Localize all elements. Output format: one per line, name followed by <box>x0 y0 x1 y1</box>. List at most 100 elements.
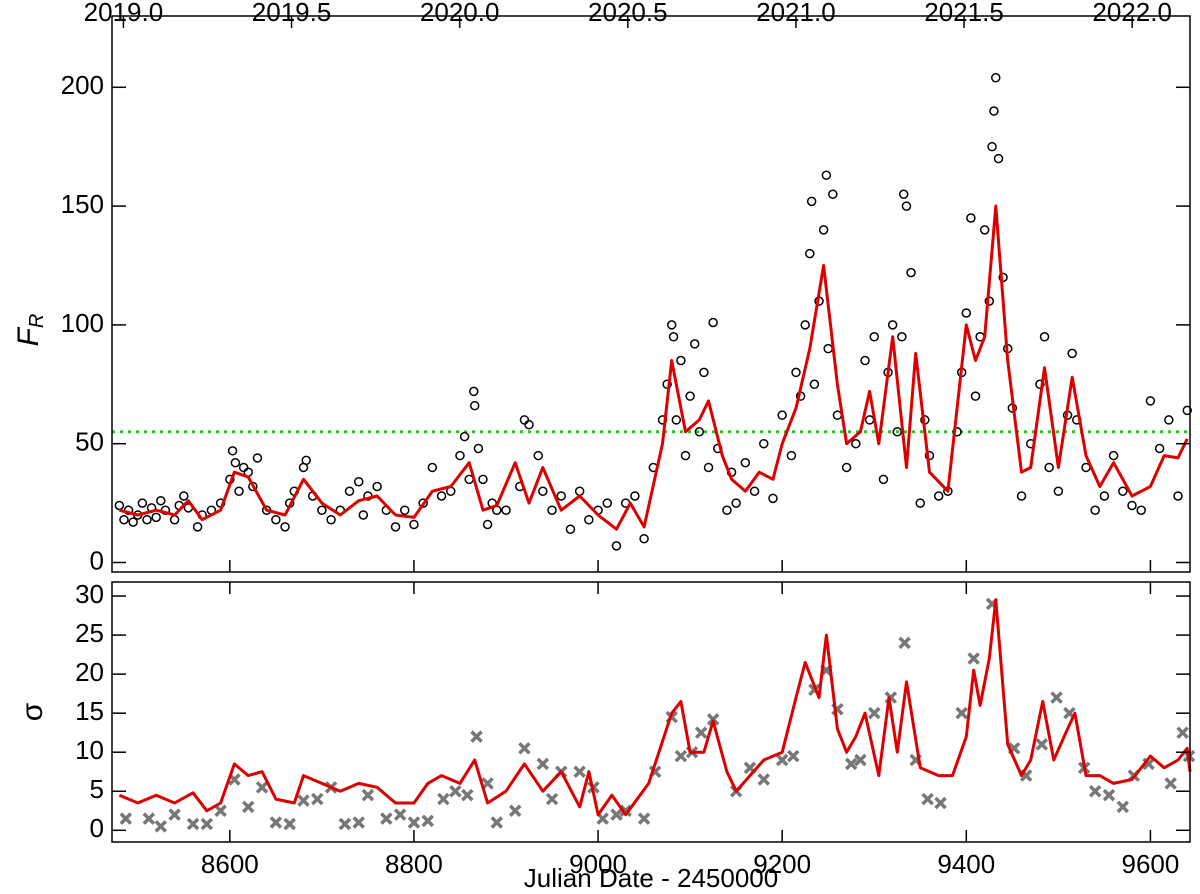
data-point <box>731 498 741 508</box>
data-point <box>137 498 148 508</box>
y-tick-label: 20 <box>75 657 104 687</box>
cross-marker <box>437 792 450 806</box>
cross-marker <box>449 785 462 798</box>
data-point <box>1099 491 1110 501</box>
data-point <box>979 225 990 235</box>
cross-marker <box>421 814 434 828</box>
data-point <box>1044 462 1054 473</box>
data-point <box>689 339 700 349</box>
data-point <box>524 419 534 430</box>
x-tick-label: 9200 <box>753 849 811 879</box>
cross-marker <box>214 804 227 818</box>
data-point <box>390 522 401 532</box>
cross-marker <box>775 753 789 767</box>
x-tick-label: 9600 <box>1121 849 1179 879</box>
data-point <box>970 391 981 401</box>
data-point <box>1067 348 1077 359</box>
data-point <box>898 189 909 199</box>
data-point <box>998 272 1008 283</box>
cross-marker <box>706 713 720 726</box>
data-point <box>806 196 817 207</box>
data-point <box>128 517 138 527</box>
data-point <box>418 498 428 508</box>
data-point <box>828 189 838 199</box>
data-point <box>192 522 203 532</box>
data-point <box>989 106 999 116</box>
data-point <box>556 491 566 501</box>
data-point <box>708 317 718 328</box>
data-point <box>864 415 875 425</box>
data-point <box>358 510 369 520</box>
data-point <box>565 524 576 534</box>
y-tick-label: 0 <box>90 545 104 575</box>
data-point <box>344 486 355 496</box>
x-axis-title: Julian Date - 2450000 <box>524 863 778 893</box>
data-point <box>666 320 677 330</box>
y-tick-label: 15 <box>75 696 104 726</box>
data-point <box>473 443 484 454</box>
data-point <box>156 495 166 506</box>
cross-marker <box>1116 800 1130 814</box>
x-tick-label: 8800 <box>385 849 443 879</box>
cross-marker <box>142 812 156 825</box>
data-point <box>869 332 879 342</box>
cross-marker <box>786 749 800 763</box>
cross-marker <box>844 757 858 771</box>
data-point <box>1035 379 1045 390</box>
data-point <box>469 400 480 411</box>
y-tick-label: 5 <box>90 774 104 804</box>
data-point <box>1164 415 1174 425</box>
data-point <box>933 491 944 501</box>
data-point <box>179 491 189 501</box>
data-point <box>227 446 238 456</box>
data-point <box>1108 450 1119 461</box>
data-point <box>878 474 889 485</box>
plot-frame <box>111 15 1191 573</box>
cross-marker <box>921 792 934 806</box>
data-point <box>584 514 594 525</box>
data-point <box>915 498 926 508</box>
data-point <box>602 498 613 508</box>
cross-marker <box>573 765 586 778</box>
cross-marker <box>674 749 688 763</box>
smoothed-line <box>118 598 1192 817</box>
cross-marker <box>269 816 283 829</box>
data-point <box>230 457 241 468</box>
data-point <box>1136 505 1146 515</box>
top-x-tick-label: 2020.0 <box>420 0 500 27</box>
cross-marker <box>200 817 214 831</box>
y-tick-label: 10 <box>75 735 104 765</box>
data-point <box>987 141 997 152</box>
data-point <box>906 267 916 278</box>
cross-marker <box>1050 691 1063 704</box>
data-point <box>252 453 263 463</box>
data-point <box>818 225 829 235</box>
y-axis-title-main: F <box>12 326 45 346</box>
data-point <box>469 386 479 397</box>
data-point <box>119 514 129 525</box>
cross-marker <box>955 706 968 720</box>
data-point <box>993 153 1004 164</box>
cross-marker <box>407 816 421 829</box>
data-point <box>114 500 125 511</box>
data-point <box>169 514 180 525</box>
data-point <box>671 415 682 425</box>
data-point <box>791 367 801 378</box>
y-tick-label: 200 <box>61 70 104 100</box>
data-point <box>501 505 511 515</box>
data-point <box>630 491 640 501</box>
data-point <box>353 476 364 487</box>
cross-marker <box>854 753 867 767</box>
data-point <box>455 450 465 461</box>
data-point <box>1145 396 1156 406</box>
y-axis-title: FR <box>12 314 48 347</box>
data-point <box>668 332 679 342</box>
top-x-tick-label: 2020.5 <box>588 0 668 27</box>
data-point <box>280 522 290 532</box>
top-x-tick-label: 2021.5 <box>924 0 1004 27</box>
data-point <box>860 355 870 366</box>
data-point <box>759 438 769 449</box>
x-tick-label: 9400 <box>937 849 995 879</box>
data-point <box>740 457 751 468</box>
